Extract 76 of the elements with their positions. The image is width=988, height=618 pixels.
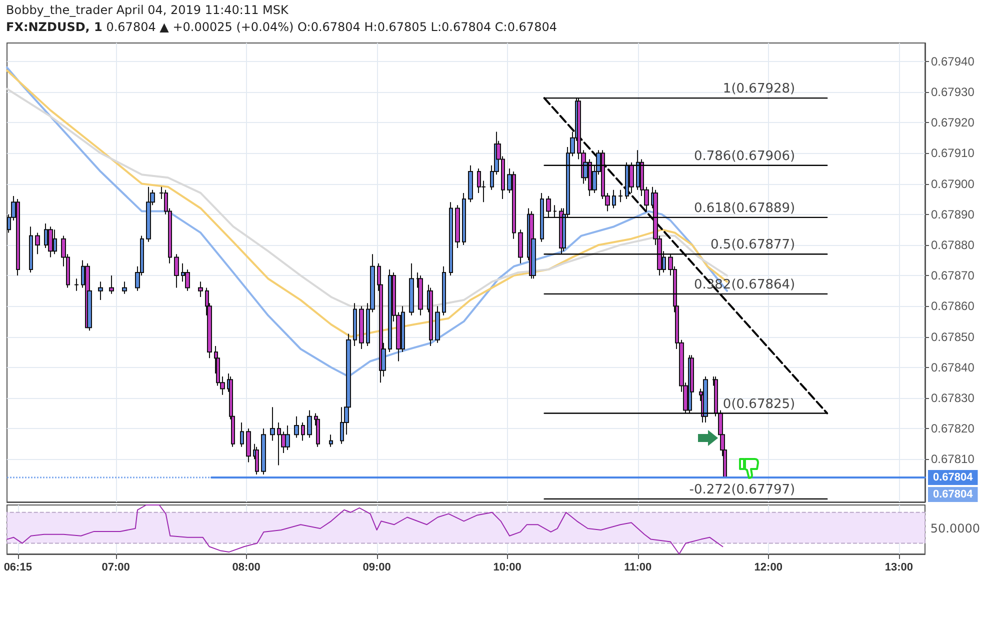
candlestick [35, 232, 40, 255]
candlestick [703, 376, 708, 423]
y-tick-label: 0.67930 [931, 84, 975, 99]
candlestick [174, 254, 179, 288]
candlestick [442, 266, 446, 316]
x-tick-label: 09:00 [362, 562, 391, 574]
candlestick [409, 262, 414, 316]
candlestick [435, 306, 440, 344]
x-tick-label: 07:00 [102, 562, 130, 574]
candlestick [449, 202, 453, 276]
x-tick-label: 06:15 [4, 562, 32, 574]
candlestick [462, 192, 466, 246]
text: 0.67804 [933, 472, 973, 484]
candlestick [429, 287, 433, 346]
series-label: 0.618(0.67889) [694, 200, 796, 216]
series-label: -0.272(0.67797) [689, 482, 796, 498]
candlestick [48, 226, 53, 258]
y-tick-label: 0.67920 [931, 116, 975, 130]
y-tick-label: 0.67870 [931, 268, 975, 283]
x-tick-label: 08:00 [232, 562, 260, 574]
y-tick-label: 0.67840 [931, 360, 975, 374]
candlestick [618, 189, 623, 203]
candlestick [74, 278, 79, 292]
candlestick [418, 275, 423, 316]
candlestick [109, 275, 114, 294]
candlestick [553, 204, 557, 218]
candlestick [455, 204, 460, 249]
candlestick [329, 434, 333, 448]
candlestick [270, 406, 275, 442]
candlestick [518, 229, 523, 264]
y-tick-label: 0.67860 [931, 299, 975, 314]
candlestick [285, 425, 290, 450]
text: Bobby_the_trader April 04, 2019 11:40:11 MSK [6, 2, 290, 19]
candlestick [246, 428, 251, 463]
text: 50.0000 [930, 522, 980, 536]
x-tick-label: 10:00 [493, 562, 522, 574]
candlestick [353, 302, 357, 346]
series-label: 0.5(0.67877) [710, 238, 796, 253]
candlestick [359, 306, 364, 350]
candlestick [468, 164, 473, 203]
y-tick-label: 0.67890 [931, 207, 975, 222]
candlestick [255, 446, 259, 475]
candlestick [277, 422, 281, 466]
y-tick-label: 0.67850 [931, 330, 975, 344]
chart-subtitle: 0.67804 ▲ +0.00025 (+0.04%) O:0.67804 H:0.67805 L:0.67804 C:0.67804 [106, 20, 557, 34]
candlestick [122, 281, 127, 294]
legend-label: 0.67804 [933, 488, 974, 501]
series-label: 0(0.67825) [722, 396, 796, 412]
y-tick-label: 0.67900 [931, 176, 975, 191]
chart-title: FX:NZDUSD, 1 [6, 20, 102, 34]
candlestick [612, 189, 616, 209]
candlestick [294, 416, 299, 438]
candlestick [316, 416, 320, 448]
y-tick-label: 0.67820 [931, 422, 975, 436]
y-tick-label: 0.67940 [931, 54, 975, 68]
candlestick [388, 268, 392, 353]
x-tick-label: 13:00 [884, 562, 913, 574]
candlestick [540, 192, 544, 242]
series-label: 1(0.67928) [722, 82, 796, 97]
y-tick-label: 0.67830 [931, 390, 975, 405]
x-tick-label: 12:00 [754, 562, 782, 574]
candlestick [307, 410, 312, 438]
candlestick [714, 376, 718, 417]
series-label: 0.786(0.67906) [694, 148, 796, 164]
candlestick [198, 281, 203, 298]
candlestick [261, 428, 266, 475]
candlestick [146, 186, 151, 242]
y-tick-label: 0.67910 [931, 146, 975, 160]
candlestick [546, 196, 551, 218]
candlestick [301, 422, 305, 442]
y-tick-label: 0.67880 [931, 238, 975, 252]
y-tick-label: 0.67810 [931, 452, 975, 466]
x-tick-label: 11:00 [624, 562, 652, 574]
candlestick [29, 226, 33, 273]
candlestick [98, 281, 103, 301]
candlestick [240, 422, 244, 448]
